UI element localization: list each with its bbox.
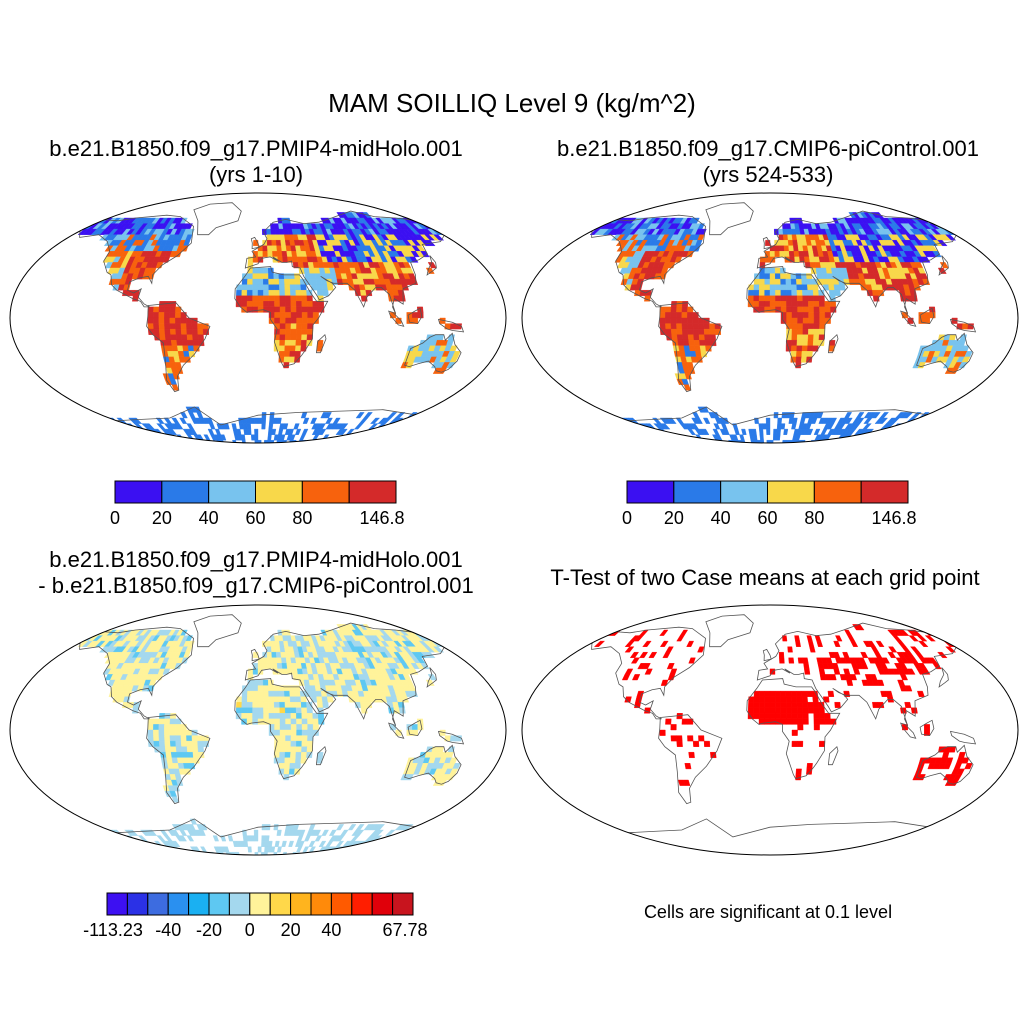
colorbar-difference-swatch bbox=[249, 892, 271, 916]
colorbar-difference-swatch bbox=[392, 892, 414, 916]
colorbar-control-swatch bbox=[720, 480, 769, 504]
colorbar-control-swatch bbox=[860, 480, 909, 504]
colorbar-case: 0 20 40 60 80 146.8 bbox=[110, 480, 405, 528]
colorbar-difference-tick-label: -20 bbox=[196, 920, 222, 940]
significance-note: Cells are significant at 0.1 level bbox=[643, 902, 893, 922]
control-map-title: b.e21.B1850.f09_g17.CMIP6-piControl.001 … bbox=[512, 136, 1024, 188]
difference-map bbox=[73, 614, 465, 855]
control-map-title-line1: b.e21.B1850.f09_g17.CMIP6-piControl.001 bbox=[557, 136, 979, 161]
colorbar-difference-swatch bbox=[188, 892, 210, 916]
colorbar-case-swatch bbox=[161, 480, 210, 504]
case-map-cells bbox=[73, 212, 462, 443]
colorbar-difference-swatch bbox=[290, 892, 312, 916]
difference-map-title: b.e21.B1850.f09_g17.PMIP4-midHolo.001 - … bbox=[0, 547, 512, 599]
colorbar-case-swatch bbox=[301, 480, 350, 504]
colorbar-difference-swatch bbox=[310, 892, 332, 916]
colorbar-difference-swatch bbox=[208, 892, 230, 916]
control-map-border bbox=[521, 192, 1019, 444]
difference-map-title-line2: - b.e21.B1850.f09_g17.CMIP6-piControl.00… bbox=[38, 573, 474, 598]
colorbar-difference-swatch bbox=[106, 892, 128, 916]
colorbar-difference-swatch bbox=[351, 892, 373, 916]
colorbar-case-tick-label: 0 bbox=[110, 508, 120, 528]
colorbar-case-swatch bbox=[348, 480, 397, 504]
ttest-map-title-line1: T-Test of two Case means at each grid po… bbox=[550, 565, 980, 590]
colorbar-case-swatch bbox=[114, 480, 163, 504]
colorbar-difference-swatch bbox=[330, 892, 353, 916]
ttest-map-border bbox=[521, 604, 1019, 856]
colorbar-control-tick-label: 146.8 bbox=[871, 508, 916, 528]
colorbar-difference-swatch bbox=[167, 892, 190, 916]
ttest-map bbox=[585, 614, 977, 855]
colorbar-case-tick-label: 60 bbox=[245, 508, 265, 528]
colorbar-control: 0 20 40 60 80 146.8 bbox=[622, 480, 917, 528]
colorbar-case-tick-label: 20 bbox=[152, 508, 172, 528]
colorbar-case-tick-label: 80 bbox=[292, 508, 312, 528]
colorbar-control-tick-label: 40 bbox=[711, 508, 731, 528]
case-map-title: b.e21.B1850.f09_g17.PMIP4-midHolo.001 (y… bbox=[0, 136, 512, 188]
colorbar-difference-swatch bbox=[126, 892, 149, 916]
case-map-title-line2: (yrs 1-10) bbox=[208, 162, 304, 187]
colorbar-control-tick-label: 20 bbox=[664, 508, 684, 528]
colorbar-control-tick-label: 60 bbox=[757, 508, 777, 528]
colorbar-control-tick-label: 0 bbox=[622, 508, 632, 528]
ttest-map-cells bbox=[593, 624, 973, 786]
control-map-title-line2: (yrs 524-533) bbox=[702, 162, 834, 187]
case-map-border bbox=[9, 192, 507, 444]
difference-map-title-line1: b.e21.B1850.f09_g17.PMIP4-midHolo.001 bbox=[49, 547, 463, 572]
colorbar-difference-tick-label: 67.78 bbox=[382, 920, 427, 940]
main-title: MAM SOILLIQ Level 9 (kg/m^2) bbox=[328, 88, 696, 118]
difference-map-cells bbox=[73, 624, 462, 855]
control-map bbox=[585, 202, 977, 443]
colorbar-difference-swatch bbox=[147, 892, 169, 916]
colorbar-case-swatch bbox=[208, 480, 257, 504]
colorbar-control-swatch bbox=[626, 480, 675, 504]
colorbar-case-swatch bbox=[255, 480, 303, 504]
colorbar-difference-swatch bbox=[371, 892, 394, 916]
colorbar-case-tick-label: 146.8 bbox=[359, 508, 404, 528]
colorbar-control-tick-label: 80 bbox=[804, 508, 824, 528]
colorbar-control-swatch bbox=[673, 480, 722, 504]
case-map bbox=[73, 202, 465, 443]
colorbar-difference-swatch bbox=[269, 892, 292, 916]
colorbar-difference-tick-label: 20 bbox=[281, 920, 301, 940]
colorbar-control-swatch bbox=[767, 480, 815, 504]
difference-map-border bbox=[9, 604, 507, 856]
colorbar-difference-swatch bbox=[228, 892, 251, 916]
control-map-cells bbox=[589, 212, 974, 443]
colorbar-difference-tick-label: 0 bbox=[245, 920, 255, 940]
colorbar-case-tick-label: 40 bbox=[199, 508, 219, 528]
colorbar-difference-tick-label: -40 bbox=[155, 920, 181, 940]
colorbar-difference-tick-label: -113.23 bbox=[83, 920, 143, 940]
colorbar-control-swatch bbox=[813, 480, 862, 504]
case-map-title-line1: b.e21.B1850.f09_g17.PMIP4-midHolo.001 bbox=[49, 136, 463, 161]
colorbar-difference: -113.23 -40 -20 0 20 40 67.78 bbox=[83, 892, 428, 940]
ttest-map-title: T-Test of two Case means at each grid po… bbox=[506, 565, 1024, 591]
colorbar-difference-tick-label: 40 bbox=[321, 920, 341, 940]
